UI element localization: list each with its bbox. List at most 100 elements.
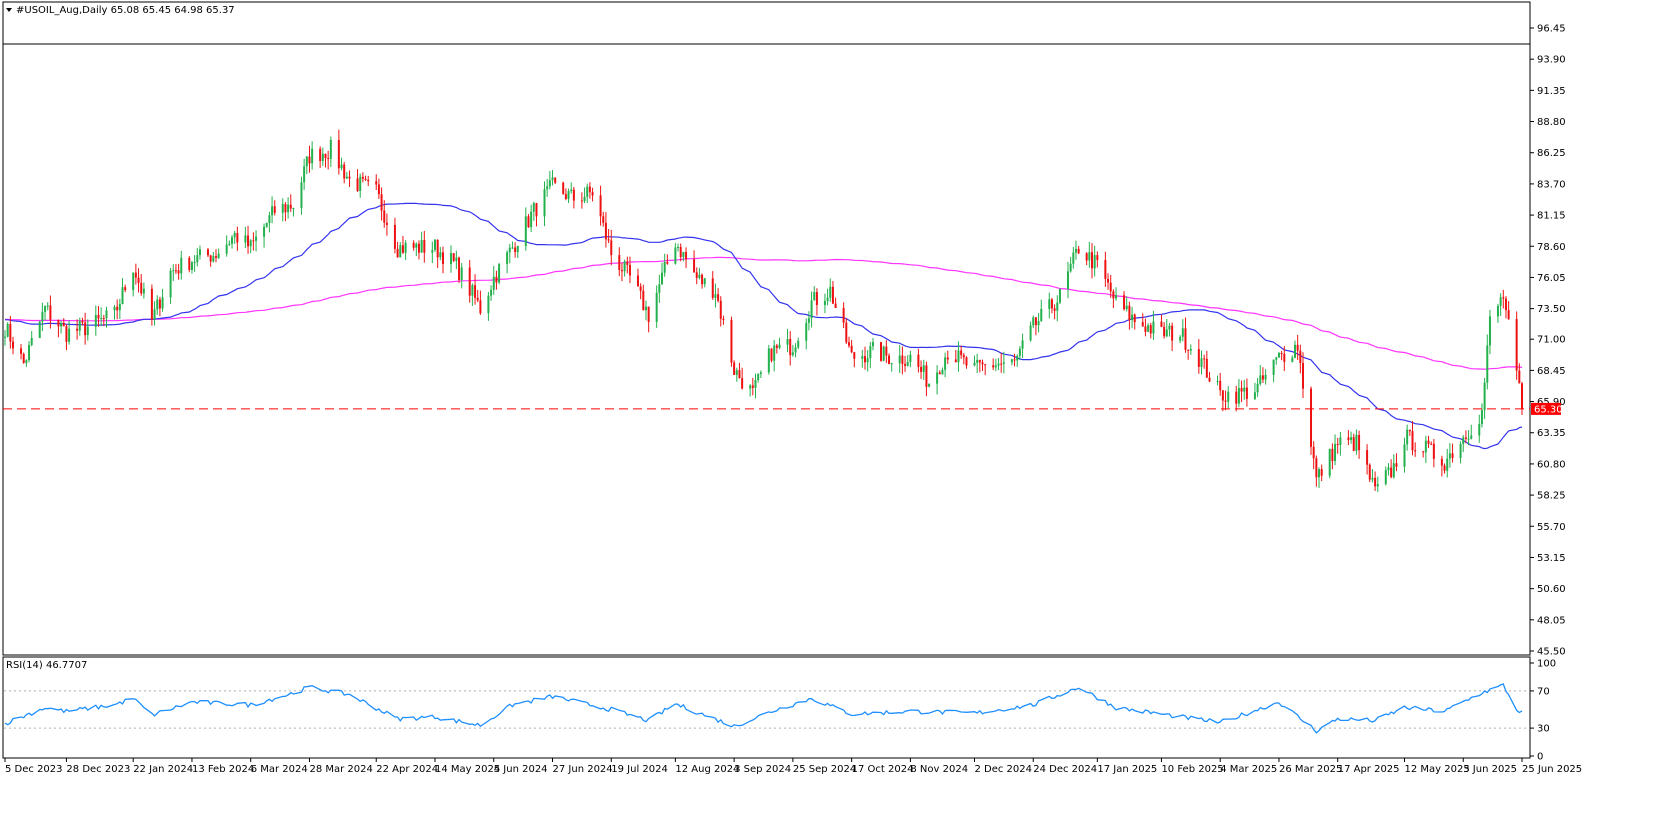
candle-body <box>1395 463 1398 467</box>
candle-body <box>471 285 474 296</box>
candle-body <box>917 354 920 367</box>
candle-body <box>177 270 180 274</box>
candle-body <box>121 287 124 304</box>
candle-body <box>514 247 517 253</box>
candle-body <box>399 245 402 258</box>
candle-body <box>460 267 463 280</box>
candle-body <box>997 363 1000 366</box>
price-tick-label: 53.15 <box>1537 553 1566 564</box>
candle-body <box>356 178 359 191</box>
candle-body <box>6 323 9 337</box>
candle-body <box>524 216 527 246</box>
candle-body <box>1216 380 1219 382</box>
candle-body <box>1149 325 1152 334</box>
candle-body <box>1104 259 1107 279</box>
candle-body <box>1272 359 1275 375</box>
candle-body <box>904 363 907 366</box>
candle-body <box>1406 429 1409 445</box>
candle-body <box>567 191 570 199</box>
candle-body <box>695 272 698 278</box>
dropdown-triangle-icon[interactable] <box>6 8 12 12</box>
price-tick-label: 60.80 <box>1537 459 1566 470</box>
candle-body <box>265 222 268 227</box>
candle-body <box>1264 374 1267 380</box>
candle-body <box>1355 434 1358 451</box>
price-tick-label: 76.05 <box>1537 273 1566 284</box>
date-tick-label: 22 Apr 2024 <box>376 764 438 775</box>
candle-body <box>198 249 201 256</box>
candle-body <box>1334 443 1337 462</box>
candle-body <box>1518 370 1521 384</box>
candle-body <box>682 251 685 258</box>
candle-body <box>962 355 965 358</box>
candle-body <box>474 285 477 298</box>
candle-body <box>1002 362 1005 364</box>
candle-body <box>1261 375 1264 380</box>
candle-body <box>602 216 605 223</box>
candle-body <box>815 292 818 306</box>
candle-body <box>1320 469 1323 476</box>
candle-body <box>196 255 199 263</box>
candle-body <box>1133 314 1136 323</box>
price-tick-label: 71.00 <box>1537 335 1566 346</box>
candle-body <box>543 189 546 217</box>
candle-body <box>1093 255 1096 269</box>
candle-body <box>906 361 909 366</box>
moving-average-fast <box>4 202 1523 450</box>
date-tick-label: 4 Mar 2025 <box>1220 764 1277 775</box>
candle-body <box>452 253 455 261</box>
candle-body <box>661 272 664 285</box>
price-tick-label: 65.90 <box>1537 397 1566 408</box>
candle-body <box>1366 450 1369 465</box>
candle-body <box>100 318 103 320</box>
candle-body <box>377 184 380 195</box>
candle-body <box>1109 282 1112 292</box>
candle-body <box>337 139 340 169</box>
candle-body <box>153 309 156 320</box>
candle-body <box>607 239 610 241</box>
date-tick-label: 25 Sep 2024 <box>793 764 856 775</box>
candle-body <box>714 294 717 298</box>
candle-body <box>1179 336 1182 341</box>
candle-body <box>936 372 939 384</box>
candle-body <box>508 247 511 253</box>
rsi-tick-label: 70 <box>1537 686 1550 697</box>
candle-body <box>564 194 567 199</box>
candle-body <box>586 186 589 197</box>
candle-body <box>140 282 143 294</box>
candle-body <box>885 346 888 356</box>
candle-body <box>289 204 292 209</box>
candle-body <box>380 194 383 211</box>
candle-body <box>142 288 145 294</box>
candle-body <box>1371 477 1374 480</box>
price-axis: 96.45 93.90 91.35 88.80 86.25 83.70 81.15 78.60… <box>1530 24 1566 658</box>
candle-body <box>1462 437 1465 444</box>
ma-slow-line <box>5 256 1523 370</box>
candle-body <box>759 372 762 374</box>
candle-body <box>626 261 629 265</box>
candle-body <box>981 362 984 365</box>
candle-body <box>1112 291 1115 299</box>
candle-body <box>863 356 866 363</box>
candle-body <box>348 176 351 179</box>
candle-body <box>1446 458 1449 471</box>
candle-body <box>1336 443 1339 445</box>
candle-body <box>1085 253 1088 261</box>
candle-body <box>343 164 346 179</box>
candle-body <box>1056 302 1059 311</box>
candle-body <box>1408 429 1411 432</box>
ma-fast-line <box>4 202 1523 450</box>
candle-body <box>610 240 613 256</box>
candle-body <box>324 153 327 158</box>
candle-body <box>1374 477 1377 487</box>
candle-body <box>383 210 386 223</box>
candle-body <box>1221 390 1224 401</box>
candle-body <box>78 320 81 331</box>
candle-body <box>4 336 6 338</box>
candle-body <box>321 153 324 161</box>
date-tick-label: 28 Dec 2023 <box>66 764 130 775</box>
candle-body <box>284 204 287 213</box>
candle-body <box>965 357 968 366</box>
candle-body <box>412 242 415 248</box>
